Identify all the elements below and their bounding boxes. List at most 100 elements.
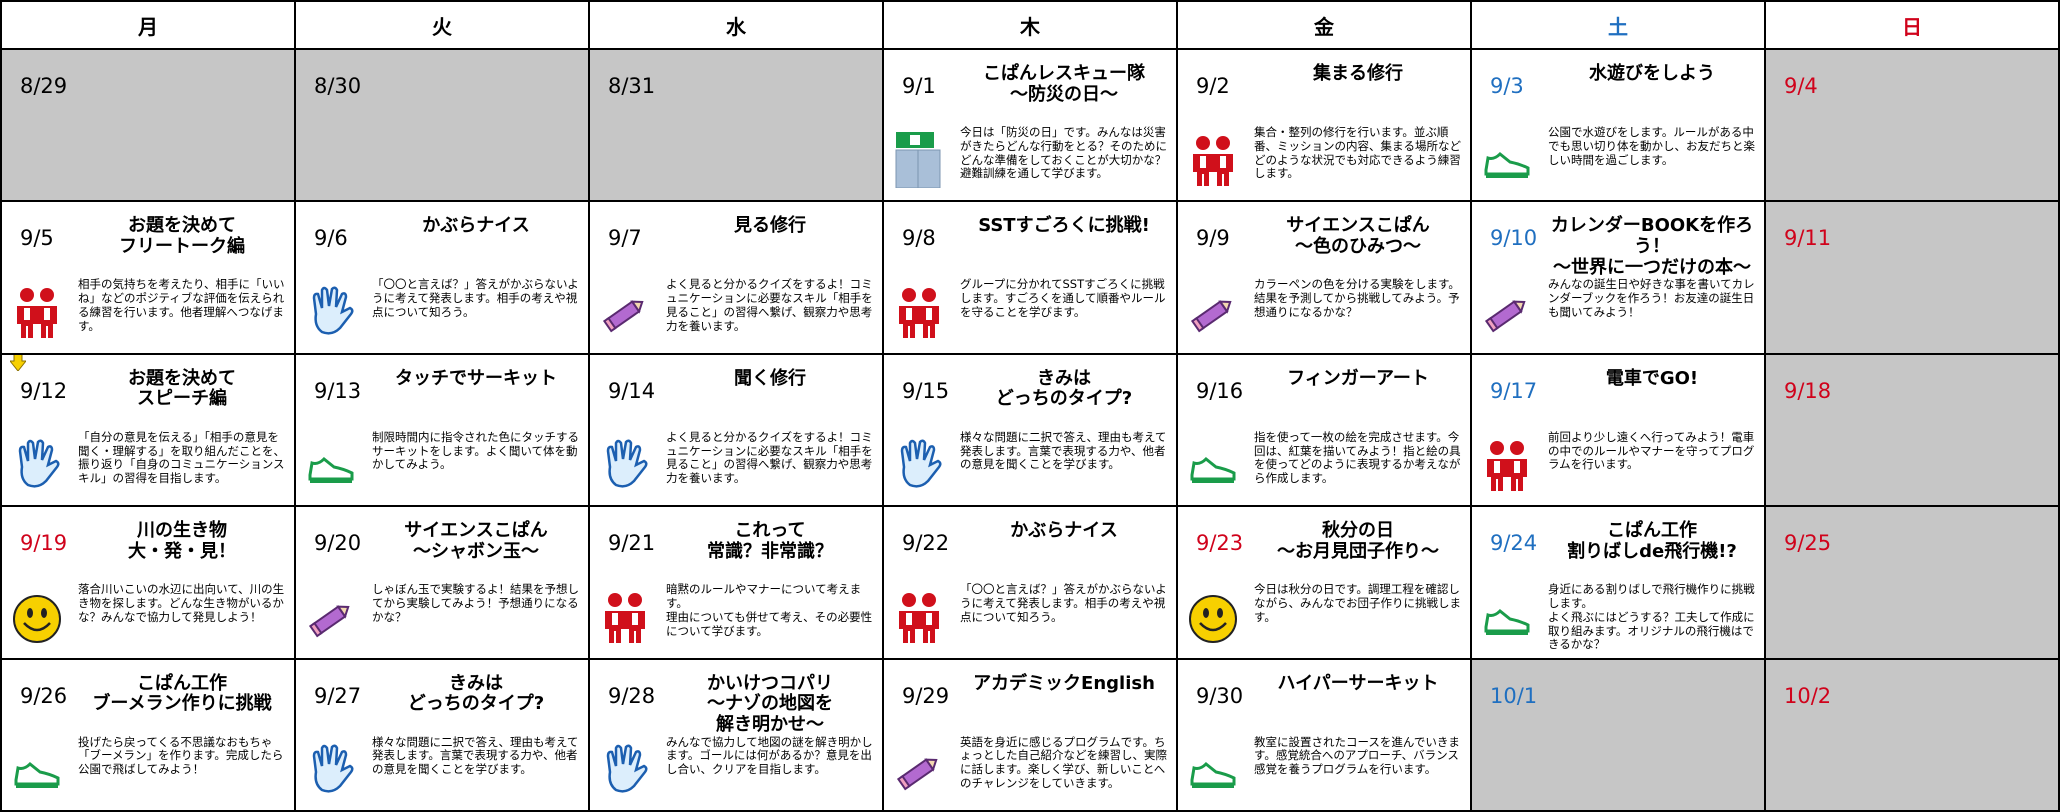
event-description: 英語を身近に感じるプログラムです。ちょっとした自己紹介などを練習し、実際に話しま… [960,734,1167,790]
date: 9/15 [902,378,950,403]
date: 9/11 [1784,226,1832,251]
date: 9/1 [902,74,936,98]
icon [1188,742,1238,798]
icon [12,589,62,645]
day-cell: 9/14 聞く修行 よく見ると分かるクイズをするよ！コミュニケーションに必要なスキル… [590,354,884,508]
event-title: かいけつコパリ 〜ナゾの地図を 解き明かせ〜 [707,672,833,735]
day-cell: 9/23 秋分の日 〜お月見団子作り〜 今日は秋分の日です。調理工程を確認しながら、… [1178,507,1472,660]
date: 9/19 [20,531,68,556]
date: 9/17 [1490,378,1538,403]
day-cell: 9/21 これって 常識？非常識？ 暗黙のルールやマナーについて考えます。 理由につ… [590,507,884,660]
icon [894,742,944,798]
date: 9/27 [314,683,362,708]
date: 9/7 [608,226,642,251]
icon [1482,589,1532,645]
date: 9/23 [1196,531,1244,556]
day-cell: 9/24 こぱん工作 割りばしde飛行機!? 身近にある割りばしで飛行機作りに挑戦し… [1472,507,1766,660]
day-cell: 8/30 [296,50,590,203]
date: 9/12 [20,378,68,403]
event-description: よく見ると分かるクイズをするよ！コミュニケーションに必要なスキル「相手を見ること… [666,277,873,333]
icon [306,742,356,798]
day-cell: 9/18 [1766,354,2060,508]
event-title: タッチでサーキット [395,367,557,389]
date: 9/13 [314,378,362,403]
event-title: きみは どっちのタイプ? [407,672,545,715]
icon [12,284,62,340]
icon [306,437,356,493]
event-description: グループに分かれてSSTすごろくに挑戦します。すごろくを通して順番やルールを守る… [960,277,1166,319]
arrow-icon [8,354,28,372]
icon [1188,284,1238,340]
day-cell: 9/3 水遊びをしよう 公園で水遊びをします。ルールがある中でも思い切り体を動かし、… [1472,50,1766,203]
event-title: かぶらナイス [1010,520,1118,542]
day-cell: 9/16 フィンガーアート 指を使って一枚の絵を完成させます。今回は、紅葉を描いてみ… [1178,354,1472,508]
date: 9/6 [314,226,348,251]
event-description: 教室に設置されたコースを進んでいきます。感覚統合へのアプローチ、バランス感覚を養… [1254,734,1460,777]
date: 9/16 [1196,378,1244,403]
date: 9/8 [902,226,936,251]
event-title: 聞く修行 [734,367,806,389]
event-description: みんなの誕生日や好きな事を書いてカレンダーブックを作ろう！お友達の誕生日も聞いて… [1548,277,1755,319]
event-title: サイエンスこぱん 〜色のひみつ〜 [1286,215,1430,258]
day-header: 火 [296,2,590,50]
date: 8/31 [608,74,656,98]
event-description: みんなで協力して地図の謎を解き明かします。ゴールには何があるか？意見を出し合い、… [666,734,873,777]
event-description: 今日は秋分の日です。調理工程を確認しながら、みんなでお団子作りに挑戦します。 [1254,582,1461,624]
event-description: 身近にある割りばしで飛行機作りに挑戦します。 よく飛ぶにはどうする？工夫して作成… [1548,582,1755,652]
icon [894,589,944,645]
icon [600,284,650,340]
day-header: 木 [884,2,1178,50]
event-title: 水遊びをしよう [1589,63,1715,84]
event-title: フィンガーアート [1287,367,1429,389]
event-title: お題を決めて スピーチ編 [128,367,236,410]
day-cell: 9/13 タッチでサーキット 制限時間内に指令された色にタッチするサーキットをします… [296,354,590,508]
event-description: 集合・整列の修行を行います。並ぶ順番、ミッションの内容、集まる場所などどのような… [1254,125,1461,181]
icon [1188,437,1238,493]
event-title: 見る修行 [734,215,806,237]
day-cell: 9/1 こぱんレスキュー隊 〜防災の日〜今日は「防災の日」です。みんなは災害がきた… [884,50,1178,203]
day-cell: 9/22 かぶらナイス 「〇〇と言えば？」答えがかぶらないように考えて発表します。相… [884,507,1178,660]
day-cell: 9/2 集まる修行 集合・整列の修行を行います。並ぶ順番、ミッションの内容、集まる場… [1178,50,1472,203]
icon [1188,589,1238,645]
event-title: きみは どっちのタイプ? [995,367,1133,410]
day-cell: 9/30 ハイパーサーキット 教室に設置されたコースを進んでいきます。感覚統合へのア… [1178,659,1472,812]
event-title: お題を決めて フリートーク編 [119,215,245,258]
event-title: こぱんレスキュー隊 〜防災の日〜 [983,63,1145,105]
event-title: サイエンスこぱん 〜シャボン玉〜 [404,520,548,562]
event-description: 今日は「防災の日」です。みんなは災害がきたらどんな行動をとる？そのためにどんな準… [960,125,1167,181]
event-description: 暗黙のルールやマナーについて考えます。 理由についても併せて考え、その必要性につ… [666,582,873,638]
event-description: 様々な問題に二択で答え、理由も考えて発表します。言葉で表現する力や、他者の意見を… [372,734,579,777]
event-title: 川の生き物 大・発・見！ [128,520,236,562]
day-header: 土 [1472,2,1766,50]
icon [1482,132,1532,188]
event-title: ハイパーサーキット [1277,672,1439,694]
date: 10/1 [1490,683,1538,708]
day-cell: 9/8 SSTすごろくに挑戦! グループに分かれてSSTすごろくに挑戦します。すごろ… [884,202,1178,355]
day-cell: 9/19 川の生き物 大・発・見！ 落合川いこいの水辺に出向いて、川の生き物を探しま… [2,507,296,660]
day-cell: 9/9 サイエンスこぱん 〜色のひみつ〜 カラーペンの色を分ける実験をします。結果を… [1178,202,1472,355]
event-description: 投げたら戻ってくる不思議なおもちゃ「ブーメラン」を作ります。完成したら公園で飛ば… [78,734,284,777]
event-description: 相手の気持ちを考えたり、相手に「いいね」などのポジティブな評価を伝えられる練習を… [78,277,285,333]
day-cell: 9/5 お題を決めて フリートーク編 相手の気持ちを考えたり、相手に「いいね」などの… [2,202,296,355]
date: 9/18 [1784,378,1832,403]
icon [1482,437,1532,493]
event-description: 「自分の意見を伝える」「相手の意見を聞く・理解する」を取り組んだことを、振り返り… [78,429,285,486]
event-description: 前回より少し遠くへ行ってみよう！電車の中でのルールやマナーを守ってプログラムを行… [1548,429,1755,472]
day-cell: 10/2 [1766,659,2060,812]
day-cell: 9/20 サイエンスこぱん 〜シャボン玉〜 しゃぼん玉で実験するよ！結果を予想してか… [296,507,590,660]
icon [1188,132,1238,188]
day-cell: 8/29 [2,50,296,203]
date: 9/28 [608,683,656,708]
day-cell: 8/31 [590,50,884,203]
date: 9/21 [608,531,656,556]
date: 8/29 [20,74,68,98]
icon [1482,284,1532,340]
date: 9/24 [1490,531,1538,556]
event-title: カレンダーBOOKを作ろう！ 〜世界に一つだけの本〜 [1550,215,1754,278]
date: 9/29 [902,683,950,708]
date: 9/20 [314,531,362,556]
date: 9/26 [20,683,68,708]
date: 8/30 [314,74,362,98]
event-title: 集まる修行 [1313,63,1403,84]
